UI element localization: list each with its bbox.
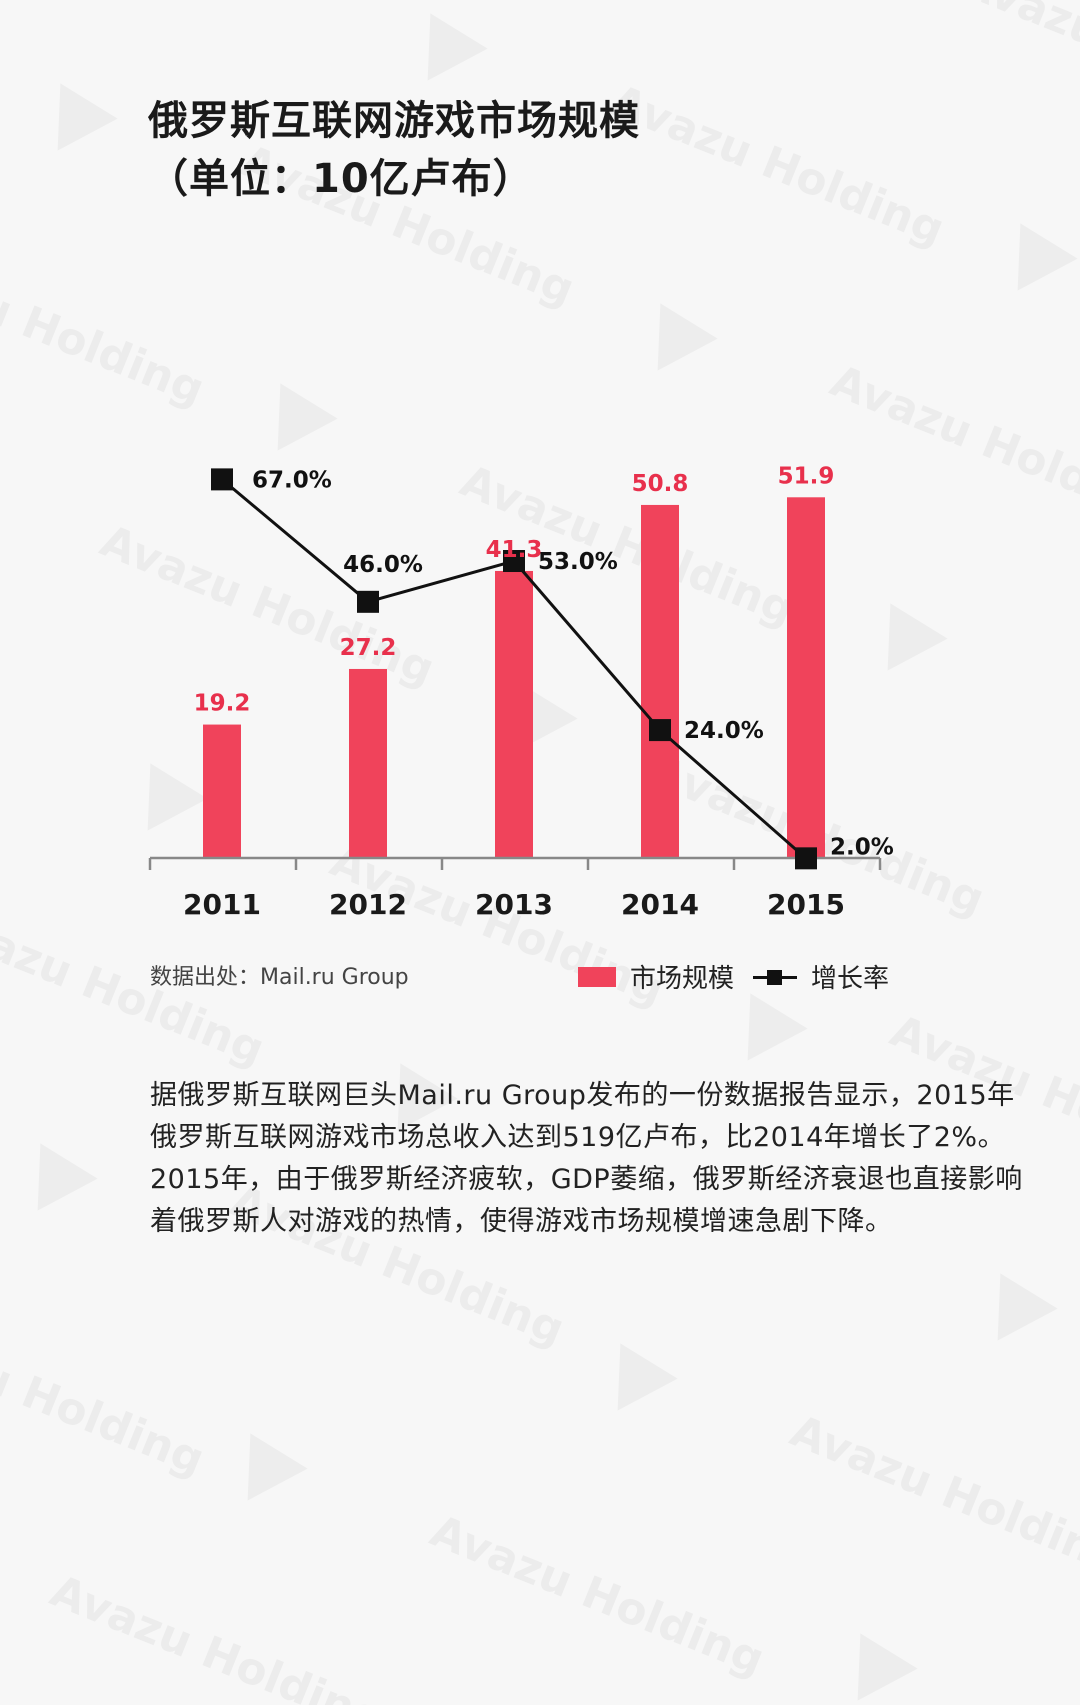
growth-rate-label: 67.0% (252, 467, 332, 493)
bar-market-size (203, 724, 241, 858)
x-axis (148, 856, 882, 870)
watermark-logo-icon (970, 1257, 1058, 1341)
bar-value-label: 19.2 (194, 691, 251, 717)
x-tick-label: 2012 (329, 888, 407, 921)
bar-market-size (349, 668, 387, 858)
growth-rate-marker (649, 719, 671, 742)
watermark-logo-icon (10, 1127, 98, 1211)
watermark-text: Avazu Holding (0, 1305, 211, 1485)
legend-label-market-size: 市场规模 (630, 964, 735, 994)
growth-rate-marker (211, 468, 233, 491)
legend-item-market-size: 市场规模 (578, 958, 734, 995)
growth-rate-marker (357, 590, 379, 613)
legend-label-growth-rate: 增长率 (811, 964, 890, 994)
bar-value-label: 27.2 (340, 635, 397, 661)
watermark-text: Avazu Holding (423, 1505, 771, 1685)
growth-rate-label: 46.0% (343, 552, 423, 578)
growth-line-layer (211, 468, 817, 870)
chart-unit-line: （单位：10亿卢布） (148, 156, 534, 202)
watermark-logo-icon (220, 1417, 308, 1501)
bar-value-label: 51.9 (778, 463, 835, 489)
x-tick-label: 2013 (475, 888, 553, 921)
data-source: 数据出处：Mail.ru Group (150, 965, 409, 990)
watermark-text: Avazu Holding (783, 1405, 1080, 1585)
legend-bar-swatch (578, 966, 616, 987)
growth-rate-marker (503, 550, 525, 573)
watermark-logo-icon (830, 1617, 918, 1701)
chart-title: 俄罗斯互联网游戏市场规模 （单位：10亿卢布） (148, 92, 640, 208)
watermark-logo-icon (590, 1327, 678, 1411)
growth-rate-marker (795, 847, 817, 870)
bar-market-size (641, 504, 679, 858)
bar-market-size (787, 497, 825, 858)
legend-item-growth-rate: 增长率 (753, 958, 889, 995)
chart-title-line: 俄罗斯互联网游戏市场规模 (148, 98, 640, 144)
bars-layer (203, 497, 825, 858)
x-tick-label: 2014 (621, 888, 699, 921)
bar-value-label: 41.3 (486, 537, 543, 563)
growth-rate-label: 24.0% (684, 718, 764, 744)
growth-rate-label: 2.0% (830, 834, 894, 860)
x-tick-label: 2011 (183, 888, 261, 921)
watermark-text: Avazu Holding (43, 1565, 391, 1705)
description-paragraph: 据俄罗斯互联网巨头Mail.ru Group发布的一份数据报告显示，2015年俄… (150, 1080, 1023, 1237)
combo-chart: 19.2 2011 27.2 2012 41.3 2013 50.8 2014 51.9 2015… (148, 463, 894, 921)
growth-rate-label: 53.0% (538, 549, 618, 575)
x-tick-label: 2015 (767, 888, 845, 921)
legend-line-icon (753, 967, 797, 987)
bar-market-size (495, 570, 533, 858)
labels-layer: 19.2 2011 27.2 2012 41.3 2013 50.8 2014 51.9 2015… (183, 463, 894, 921)
bar-value-label: 50.8 (632, 471, 689, 497)
